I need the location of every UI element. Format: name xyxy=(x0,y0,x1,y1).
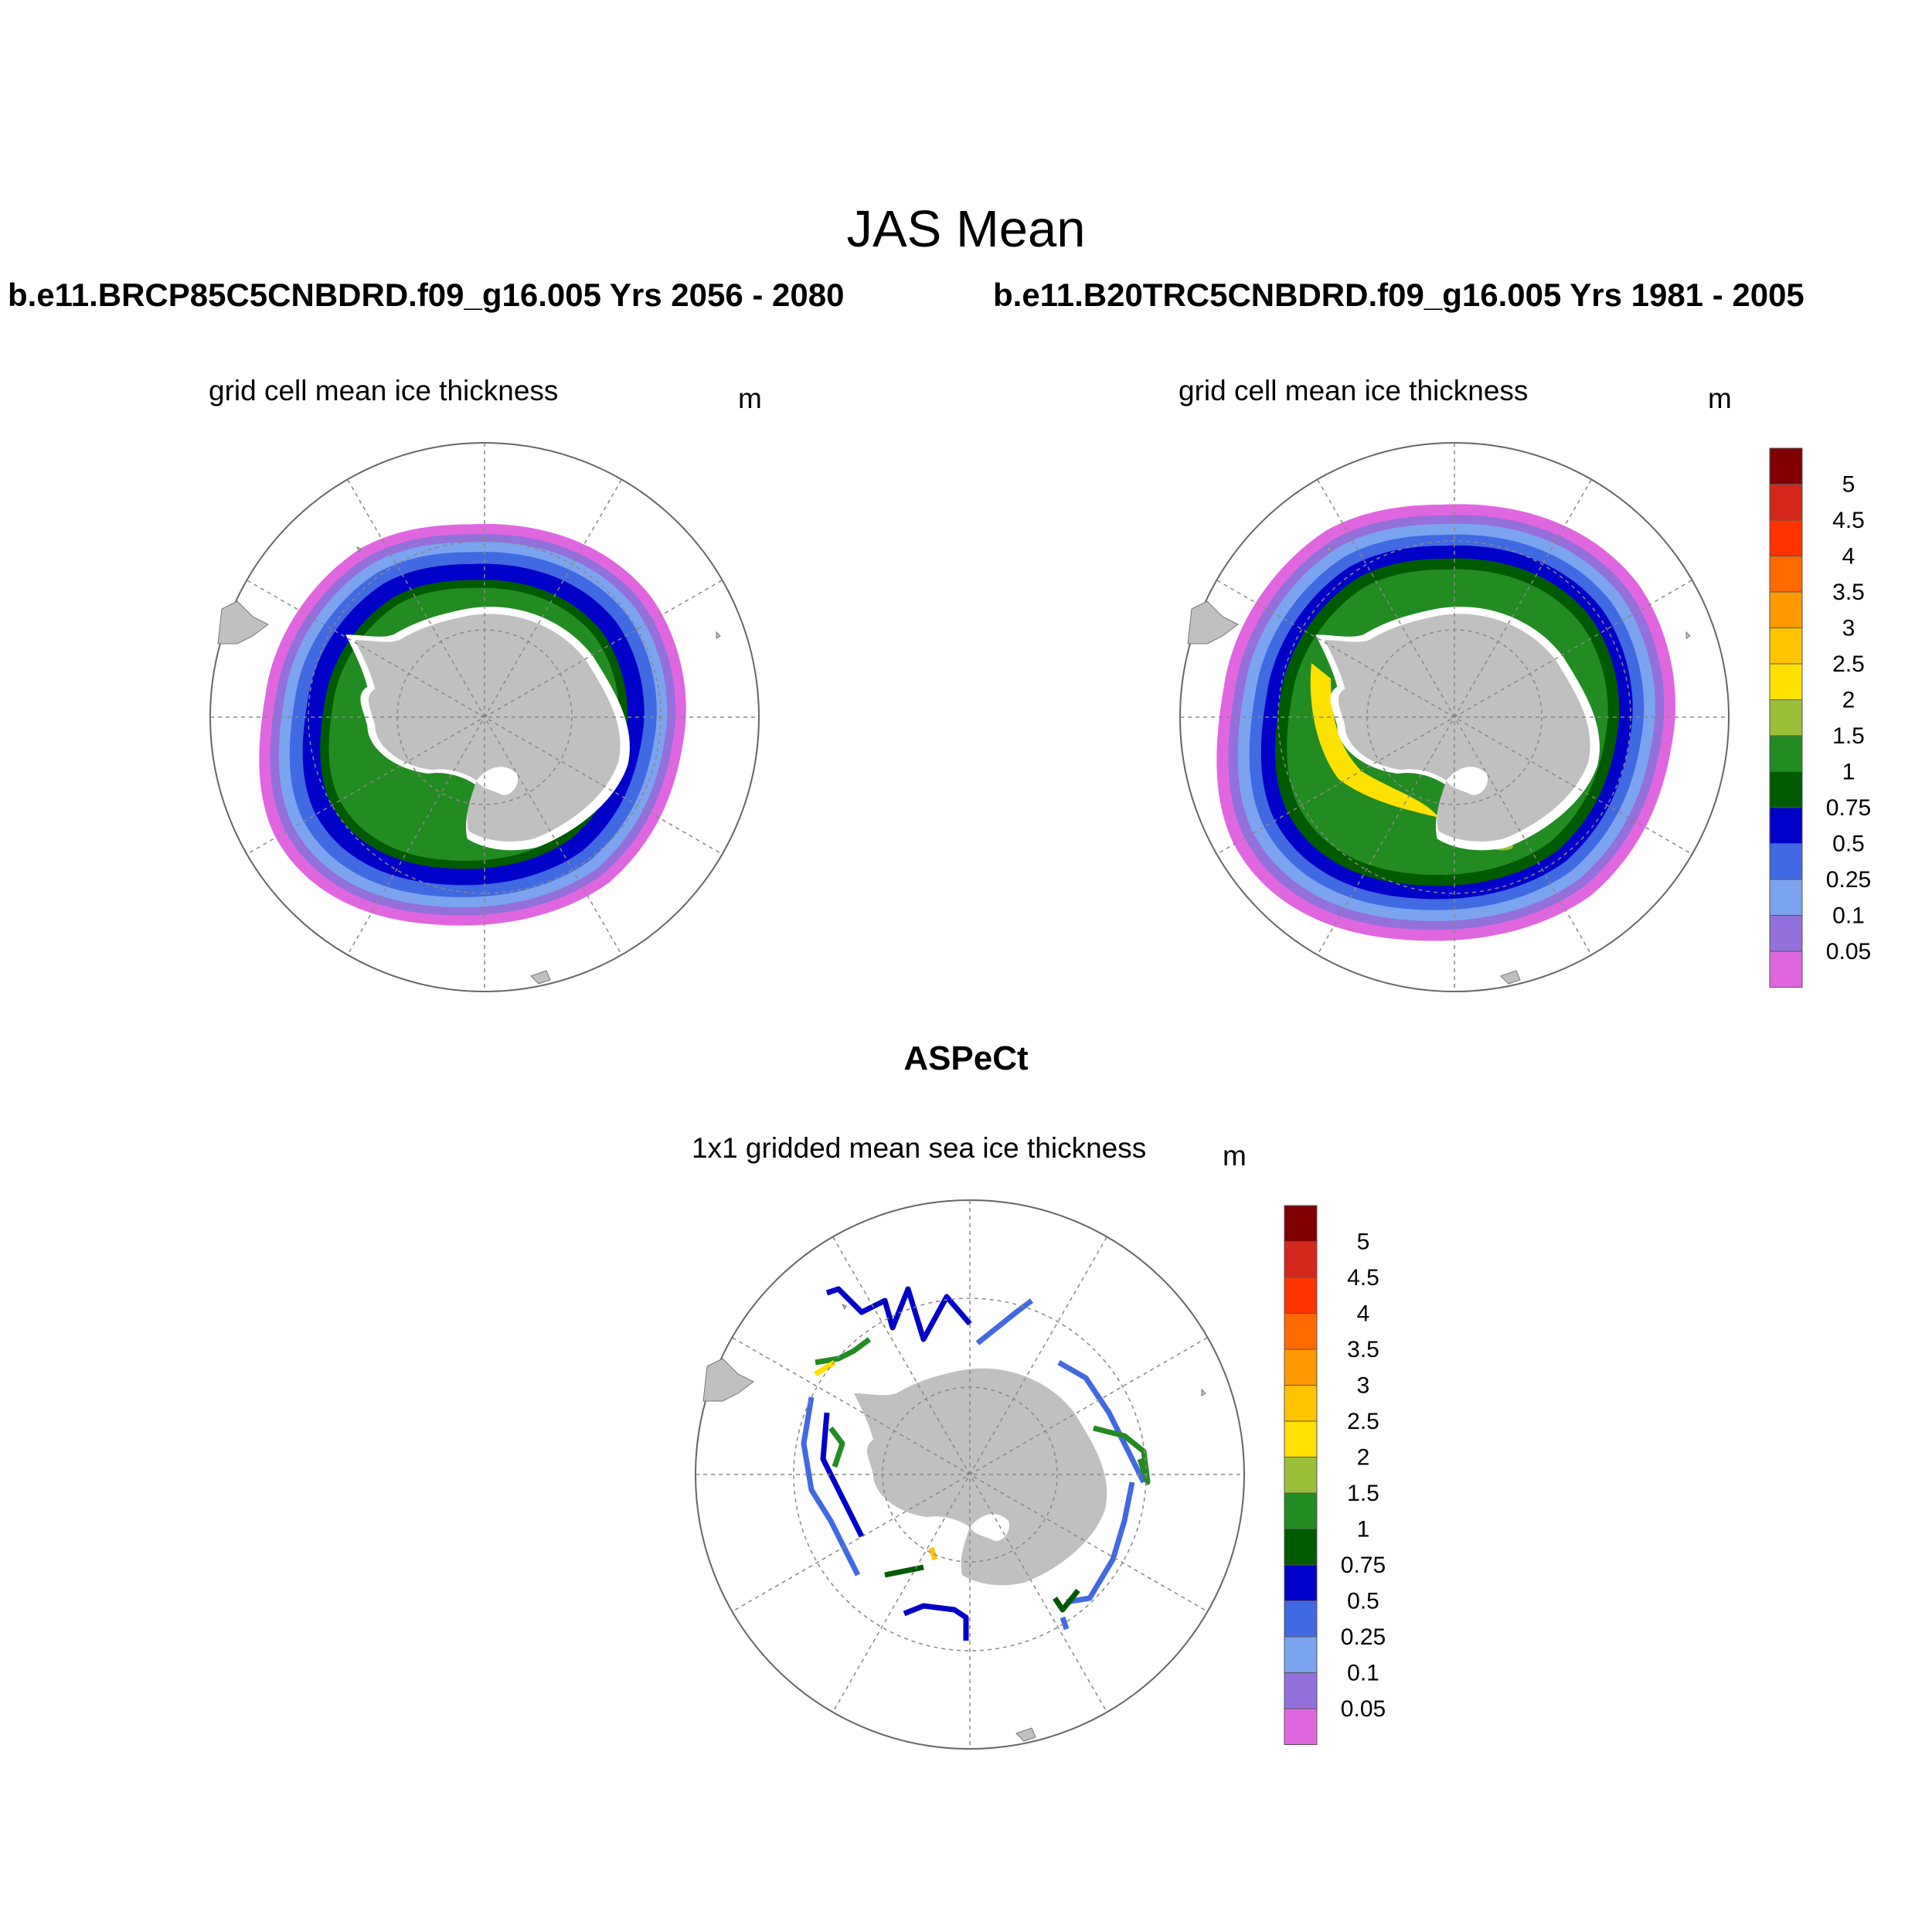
colorbar-label: 4 xyxy=(1357,1301,1370,1327)
obs-title: ASPeCt xyxy=(903,1039,1029,1077)
colorbar-swatch xyxy=(1769,771,1803,808)
colorbar-bottom: 5 4.5 4 3.5 3 2.5 2 1.5 1 0.75 0.5 0.25 0.1 0.05 xyxy=(1284,1205,1386,1745)
right-polar-map xyxy=(1179,442,1730,992)
colorbar-swatch xyxy=(1284,1457,1318,1494)
colorbar-label: 0.75 xyxy=(1826,795,1871,821)
right-panel-unit: m xyxy=(1708,383,1732,414)
colorbar-swatch xyxy=(1769,915,1803,952)
case-a-label: b.e11.BRCP85C5CNBDRD.f09_g16.005 Yrs 205… xyxy=(8,277,845,313)
colorbar-swatch xyxy=(1769,519,1803,556)
colorbar-label: 2 xyxy=(1357,1445,1370,1471)
obs-panel-unit: m xyxy=(1223,1140,1247,1172)
colorbar-label: 4.5 xyxy=(1832,508,1865,533)
colorbar-swatch xyxy=(1769,735,1803,772)
colorbar-label: 3 xyxy=(1842,616,1855,641)
left-panel-title: grid cell mean ice thickness xyxy=(209,375,559,406)
colorbar-label: 1 xyxy=(1842,760,1855,785)
colorbar-label: 3 xyxy=(1357,1373,1370,1399)
colorbar-swatch xyxy=(1284,1277,1318,1314)
colorbar-swatch xyxy=(1769,699,1803,736)
colorbar-swatch xyxy=(1284,1672,1318,1709)
colorbar-label: 2.5 xyxy=(1347,1409,1379,1434)
colorbar-swatch xyxy=(1284,1385,1318,1422)
colorbar-label: 1 xyxy=(1357,1517,1370,1543)
colorbar-label: 3.5 xyxy=(1347,1337,1379,1362)
colorbar-swatch xyxy=(1769,663,1803,700)
left-panel-unit: m xyxy=(738,383,762,414)
colorbar-label: 0.1 xyxy=(1347,1661,1379,1686)
colorbar-swatch xyxy=(1769,807,1803,844)
colorbar-swatch xyxy=(1769,628,1803,665)
colorbar-right: 5 4.5 4 3.5 3 2.5 2 1.5 1 0.75 0.5 0.25 0.1 0.05 xyxy=(1769,447,1871,988)
colorbar-swatch xyxy=(1769,447,1803,485)
colorbar-label: 0.25 xyxy=(1826,867,1871,893)
colorbar-label: 4.5 xyxy=(1347,1265,1379,1291)
colorbar-swatch xyxy=(1284,1349,1318,1386)
colorbar-swatch xyxy=(1284,1241,1318,1278)
colorbar-label: 0.25 xyxy=(1341,1624,1386,1650)
colorbar-swatch xyxy=(1769,951,1803,988)
colorbar-label: 0.5 xyxy=(1347,1589,1379,1614)
colorbar-swatch xyxy=(1769,591,1803,628)
obs-polar-map xyxy=(695,1199,1245,1750)
case-b-label: b.e11.B20TRC5CNBDRD.f09_g16.005 Yrs 1981… xyxy=(993,277,1804,313)
colorbar-label: 0.5 xyxy=(1832,832,1865,857)
colorbar-swatch xyxy=(1284,1529,1318,1566)
colorbar-swatch xyxy=(1284,1600,1318,1638)
colorbar-swatch xyxy=(1284,1564,1318,1601)
colorbar-label: 2.5 xyxy=(1832,651,1865,677)
colorbar-swatch xyxy=(1769,879,1803,916)
colorbar-label: 4 xyxy=(1842,544,1855,570)
colorbar-label: 5 xyxy=(1842,472,1855,498)
colorbar-label: 0.05 xyxy=(1826,939,1871,964)
colorbar-swatch xyxy=(1284,1420,1318,1458)
colorbar-label: 3.5 xyxy=(1832,580,1865,605)
colorbar-label: 1.5 xyxy=(1832,723,1865,749)
colorbar-swatch xyxy=(1769,484,1803,521)
colorbar-label: 0.05 xyxy=(1341,1696,1386,1722)
colorbar-label: 2 xyxy=(1842,688,1855,713)
colorbar-swatch xyxy=(1284,1492,1318,1529)
colorbar-swatch xyxy=(1769,556,1803,593)
colorbar-swatch xyxy=(1284,1708,1318,1745)
colorbar-swatch xyxy=(1284,1636,1318,1673)
colorbar-swatch xyxy=(1769,843,1803,880)
colorbar-label: 0.1 xyxy=(1832,903,1865,929)
colorbar-label: 0.75 xyxy=(1341,1553,1386,1578)
colorbar-label: 1.5 xyxy=(1347,1481,1379,1506)
colorbar-label: 5 xyxy=(1357,1230,1370,1255)
colorbar-swatch xyxy=(1284,1313,1318,1350)
obs-panel-title: 1x1 gridded mean sea ice thickness xyxy=(692,1132,1147,1164)
main-title: JAS Mean xyxy=(846,200,1086,258)
colorbar-swatch xyxy=(1284,1205,1318,1242)
right-panel-title: grid cell mean ice thickness xyxy=(1179,375,1529,406)
left-polar-map xyxy=(209,442,760,992)
